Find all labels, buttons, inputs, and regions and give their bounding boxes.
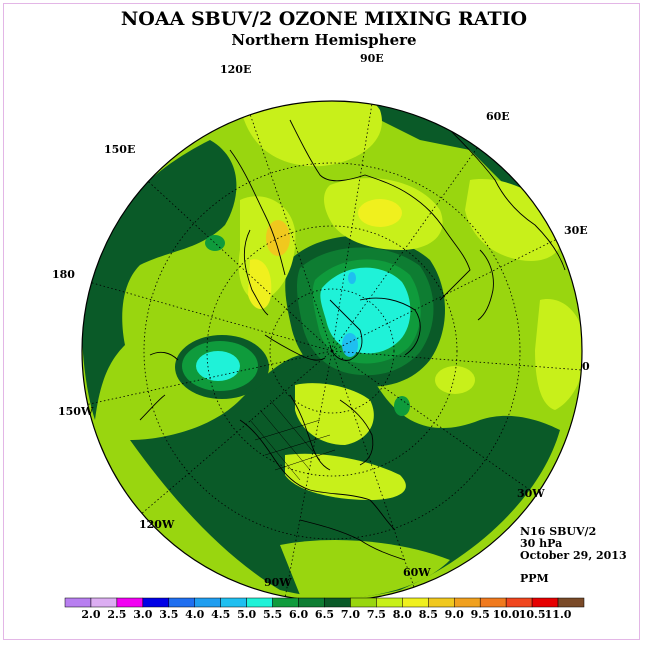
colorbar-label: 5.5	[263, 608, 282, 621]
colorbar-label: 5.0	[237, 608, 256, 621]
graticule	[82, 101, 582, 599]
colorbar-label: 8.0	[393, 608, 412, 621]
colorbar-swatch	[194, 597, 221, 608]
colorbar-label: 4.0	[185, 608, 204, 621]
map-subtitle: Northern Hemisphere	[231, 31, 417, 49]
colorbar-label: 2.5	[107, 608, 126, 621]
colorbar-label: 7.5	[367, 608, 386, 621]
field-cyan-core	[320, 267, 411, 354]
colorbar-swatch	[298, 597, 325, 608]
lon-label-90e: 90E	[360, 52, 384, 65]
colorbar-swatch	[64, 597, 92, 608]
field-aleutian-cyan	[196, 351, 240, 381]
info-date: October 29, 2013	[520, 549, 627, 562]
field-dark-nw	[82, 140, 237, 420]
colorbar-swatch	[376, 597, 403, 608]
lon-label-150w: 150W	[58, 405, 94, 418]
lon-label-30w: 30W	[517, 487, 545, 500]
lon-label-0: 0	[582, 360, 590, 373]
coastlines	[139, 119, 566, 561]
lon-label-150e: 150E	[104, 143, 136, 156]
colorbar-swatch	[531, 597, 559, 608]
colorbar-swatch	[557, 597, 585, 608]
colorbar-swatch	[428, 597, 455, 608]
colorbar-swatch	[168, 597, 196, 608]
info-instrument: N16 SBUV/2	[520, 525, 597, 538]
colorbar-label: 9.0	[445, 608, 464, 621]
field-blue-spot	[342, 333, 358, 357]
colorbar-swatch	[324, 597, 351, 608]
colorbar-label: 6.0	[289, 608, 308, 621]
colorbar-label: 6.5	[315, 608, 334, 621]
colorbar-swatch	[479, 597, 507, 608]
colorbar-label: 11.0	[545, 608, 572, 621]
colorbar-swatch	[454, 597, 481, 608]
image-frame	[3, 3, 640, 640]
lon-label-60e: 60E	[486, 110, 510, 123]
field-lg-south	[280, 540, 450, 599]
lon-label-180: 180	[52, 268, 75, 281]
lon-label-30e: 30E	[564, 224, 588, 237]
colorbar-label: 7.0	[341, 608, 360, 621]
colorbar-label: 3.0	[133, 608, 152, 621]
colorbar: 2.0 2.5 3.0 3.5 4.0 4.5 5.0 5.5 6.0 6.5 7.0 7.5 8.0 8…	[64, 597, 585, 621]
info-units: PPM	[520, 572, 549, 585]
field-green-spot	[205, 235, 225, 251]
colorbar-swatch	[272, 597, 299, 608]
lon-label-120e: 120E	[220, 63, 252, 76]
info-level: 30 hPa	[520, 537, 563, 550]
colorbar-swatch	[350, 597, 377, 608]
colorbar-label: 4.5	[211, 608, 230, 621]
us-states	[249, 399, 336, 481]
field-blue-spot-2	[348, 272, 356, 284]
colorbar-swatch	[220, 597, 247, 608]
colorbar-swatch	[246, 597, 273, 608]
colorbar-label: 3.5	[159, 608, 178, 621]
colorbar-swatch	[116, 597, 144, 608]
colorbar-label: 8.5	[419, 608, 438, 621]
field-yellow-asia	[358, 199, 402, 227]
field-yg-small	[435, 366, 475, 394]
colorbar-label: 10.0	[493, 608, 520, 621]
colorbar-label: 10.5	[519, 608, 546, 621]
field-yg-america	[285, 453, 406, 500]
colorbar-swatch	[505, 597, 533, 608]
field-yg-canada	[295, 383, 374, 445]
colorbar-swatch	[402, 597, 429, 608]
ozone-field	[82, 101, 582, 601]
colorbar-swatch	[142, 597, 170, 608]
colorbar-label: 2.0	[81, 608, 100, 621]
lon-label-60w: 60W	[403, 566, 431, 579]
lon-label-90w: 90W	[264, 576, 292, 589]
colorbar-label: 9.5	[471, 608, 490, 621]
colorbar-swatch	[90, 597, 118, 608]
lon-label-120w: 120W	[139, 518, 175, 531]
map-title: NOAA SBUV/2 OZONE MIXING RATIO	[120, 8, 528, 30]
field-yg-atlantic	[535, 299, 582, 410]
field-green-spot-2	[394, 396, 410, 416]
field-yellow-small	[248, 259, 272, 310]
field-yg-north	[240, 101, 382, 167]
